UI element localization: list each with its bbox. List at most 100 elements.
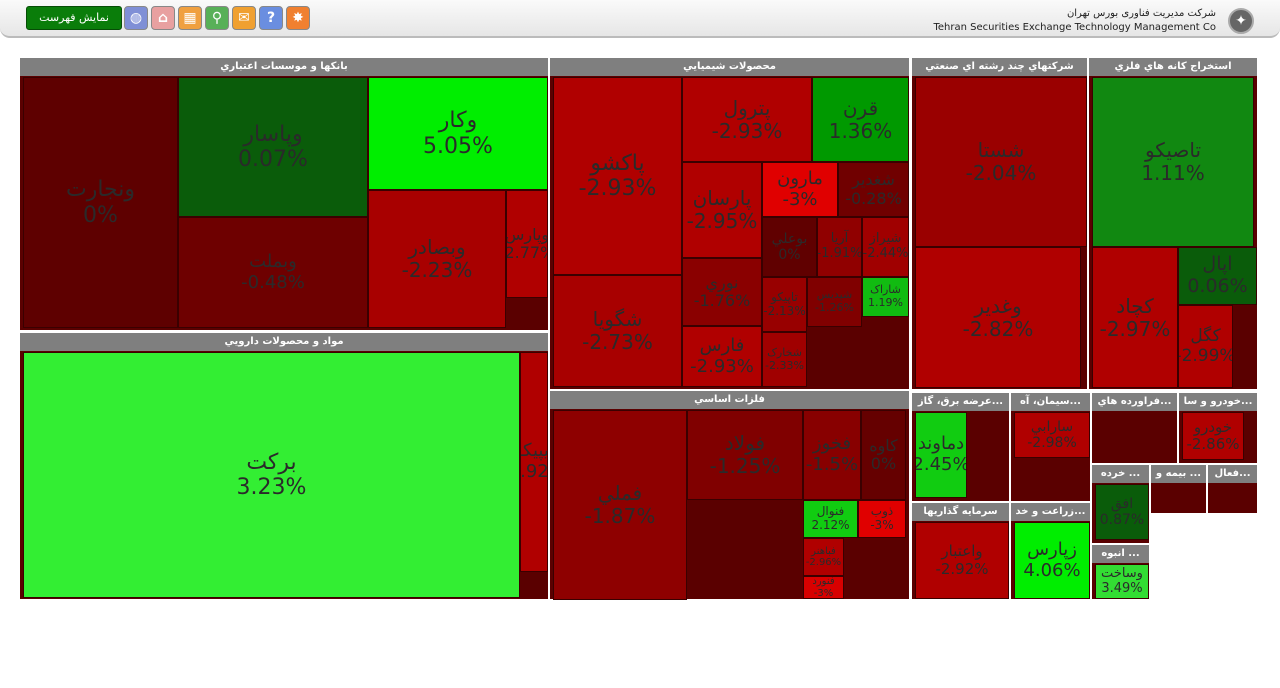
- sector-title[interactable]: بانکها و موسسات اعتباري: [20, 58, 548, 76]
- stock-tile[interactable]: فباهنر -2.96%: [803, 538, 844, 576]
- sector-title[interactable]: استخراج کانه هاي فلزي: [1089, 58, 1257, 76]
- stock-tile[interactable]: ذوب -3%: [858, 500, 906, 538]
- stock-change: 1.19%: [868, 296, 903, 309]
- stock-tile[interactable]: برکت 3.23%: [23, 352, 520, 598]
- stock-tile[interactable]: تيپيکو-2.92%: [520, 352, 548, 572]
- stock-tile[interactable]: پارسان -2.95%: [682, 162, 762, 258]
- stock-tile[interactable]: پاکشو -2.93%: [553, 77, 682, 275]
- sector-title[interactable]: انبوه ...: [1092, 545, 1149, 563]
- stock-symbol: نوري: [705, 272, 739, 292]
- stock-tile[interactable]: شپديس -1.26%: [807, 277, 862, 327]
- sector-title[interactable]: خرده ...: [1092, 465, 1149, 483]
- globe-icon[interactable]: ◍: [124, 6, 148, 30]
- sector-title[interactable]: فراورده هاي...: [1092, 393, 1177, 411]
- stock-tile[interactable]: وغدير -2.82%: [915, 247, 1081, 388]
- sector-title[interactable]: سرمايه گذاريها: [912, 503, 1009, 521]
- stock-symbol: شغدير: [852, 170, 895, 190]
- new-icon[interactable]: ✸: [286, 6, 310, 30]
- stock-tile[interactable]: شغدير -0.28%: [838, 162, 909, 217]
- help-icon[interactable]: ?: [259, 6, 283, 30]
- sector-panel: شرکتهاي چند رشته اي صنعتي شستا -2.04% وغدير…: [912, 58, 1087, 389]
- stock-tile[interactable]: واعتبار -2.92%: [915, 522, 1009, 599]
- stock-tile[interactable]: فملي -1.87%: [553, 410, 687, 600]
- stock-tile[interactable]: شيراز -2.44%: [862, 217, 909, 277]
- search-icon[interactable]: ⚲: [205, 6, 229, 30]
- sector-title[interactable]: مواد و محصولات دارويي: [20, 333, 548, 351]
- stock-tile[interactable]: سارابي -2.98%: [1014, 412, 1090, 458]
- stock-tile[interactable]: شاراک 1.19%: [862, 277, 909, 317]
- stock-symbol: پترول: [723, 95, 771, 120]
- stock-tile[interactable]: ونجارت 0%: [23, 77, 178, 328]
- sector-title[interactable]: فعال...: [1208, 465, 1257, 483]
- stock-change: 0%: [778, 247, 801, 263]
- stock-tile[interactable]: پترول -2.93%: [682, 77, 812, 162]
- show-list-button[interactable]: نمایش فهرست: [26, 6, 122, 30]
- stock-tile[interactable]: نوري -1.76%: [682, 258, 762, 326]
- stock-tile[interactable]: دماوند 2.45%: [915, 412, 967, 498]
- stock-tile[interactable]: شستا -2.04%: [915, 77, 1087, 247]
- stock-symbol: زپارس: [1027, 538, 1077, 560]
- stock-symbol: افق: [1110, 495, 1134, 512]
- comment-icon[interactable]: ✉: [232, 6, 256, 30]
- stock-tile[interactable]: آريا -1.91%: [817, 217, 862, 277]
- sector-title[interactable]: عرضه برق، گاز...: [912, 393, 1009, 411]
- stock-symbol: وغدير: [974, 293, 1022, 318]
- stock-tile[interactable]: زپارس 4.06%: [1014, 522, 1090, 599]
- stock-change: -1.26%: [815, 301, 854, 314]
- stock-tile[interactable]: فخوز -1.5%: [803, 410, 861, 500]
- stock-change: -0.28%: [845, 188, 902, 208]
- stock-tile[interactable]: وبملت -0.48%: [178, 217, 368, 328]
- stock-change: 4.06%: [1023, 559, 1081, 581]
- stock-change: 3.23%: [236, 475, 307, 500]
- stock-symbol: فخوز: [812, 433, 852, 455]
- stock-symbol: شپديس: [816, 288, 853, 302]
- sector-panel: عرضه برق، گاز... دماوند 2.45%: [912, 393, 1009, 501]
- stock-tile[interactable]: فنوال 2.12%: [803, 500, 858, 538]
- sector-title[interactable]: سيمان، آه...: [1011, 393, 1090, 411]
- stock-change: -2.82%: [962, 316, 1034, 341]
- sector-panel: خودرو و سا... خودرو -2.86%: [1179, 393, 1257, 463]
- stock-tile[interactable]: شگويا -2.73%: [553, 275, 682, 387]
- stock-tile[interactable]: بوعلي 0%: [762, 217, 817, 277]
- stock-tile[interactable]: مارون -3%: [762, 162, 838, 217]
- table-icon[interactable]: ▦: [178, 6, 202, 30]
- stock-tile[interactable]: وکار 5.05%: [368, 77, 548, 190]
- stock-change: 2.12%: [811, 518, 850, 532]
- stock-tile[interactable]: وساخت 3.49%: [1095, 564, 1149, 599]
- sector-title[interactable]: فلزات اساسي: [550, 391, 909, 409]
- stock-tile[interactable]: تاپيکو -2.13%: [762, 277, 807, 332]
- stock-tile[interactable]: تاصيکو 1.11%: [1092, 77, 1254, 247]
- sector-title[interactable]: زراعت و خد...: [1011, 503, 1090, 521]
- tsetmc-logo-icon[interactable]: ✦: [1228, 8, 1254, 34]
- stock-tile[interactable]: قرن 1.36%: [812, 77, 909, 162]
- sector-body: [1092, 411, 1177, 463]
- stock-symbol: فنوال: [816, 504, 845, 519]
- stock-change: -2.23%: [401, 258, 473, 282]
- stock-symbol: سارابي: [1030, 418, 1074, 435]
- stock-change: -2.77%: [507, 243, 547, 262]
- stock-tile[interactable]: اپال 0.06%: [1178, 247, 1257, 305]
- stock-tile[interactable]: فولاد -1.25%: [687, 410, 803, 500]
- sector-title[interactable]: محصولات شيميايي: [550, 58, 909, 76]
- stock-change: 5.05%: [423, 133, 493, 159]
- stock-symbol: واعتبار: [941, 542, 983, 561]
- stock-change: 3.49%: [1101, 580, 1143, 596]
- stock-change: -2.96%: [805, 557, 842, 568]
- stock-tile[interactable]: فارس -2.93%: [682, 326, 762, 387]
- stock-tile[interactable]: وپارس-2.77%: [506, 190, 548, 298]
- sector-title[interactable]: بيمه و ...: [1151, 465, 1206, 483]
- sector-title[interactable]: شرکتهاي چند رشته اي صنعتي: [912, 58, 1087, 76]
- stock-tile[interactable]: کاوه 0%: [861, 410, 906, 500]
- sector-title[interactable]: خودرو و سا...: [1179, 393, 1257, 411]
- stock-tile[interactable]: فنورد -3%: [803, 576, 844, 599]
- stock-tile[interactable]: افق 0.87%: [1095, 484, 1149, 540]
- sector-body: فملي -1.87% فولاد -1.25% فخوز -1.5% کاوه 0% فنوا…: [550, 409, 909, 600]
- stock-tile[interactable]: شخارک -2.33%: [762, 332, 807, 387]
- stock-tile[interactable]: وبصادر -2.23%: [368, 190, 506, 328]
- home-icon[interactable]: ⌂: [151, 6, 175, 30]
- stock-tile[interactable]: کچاد -2.97%: [1092, 247, 1178, 388]
- stock-symbol: وبملت: [249, 250, 297, 272]
- stock-tile[interactable]: وپاسار 0.07%: [178, 77, 368, 217]
- stock-tile[interactable]: خودرو -2.86%: [1182, 412, 1244, 460]
- stock-tile[interactable]: کگل -2.99%: [1178, 305, 1233, 388]
